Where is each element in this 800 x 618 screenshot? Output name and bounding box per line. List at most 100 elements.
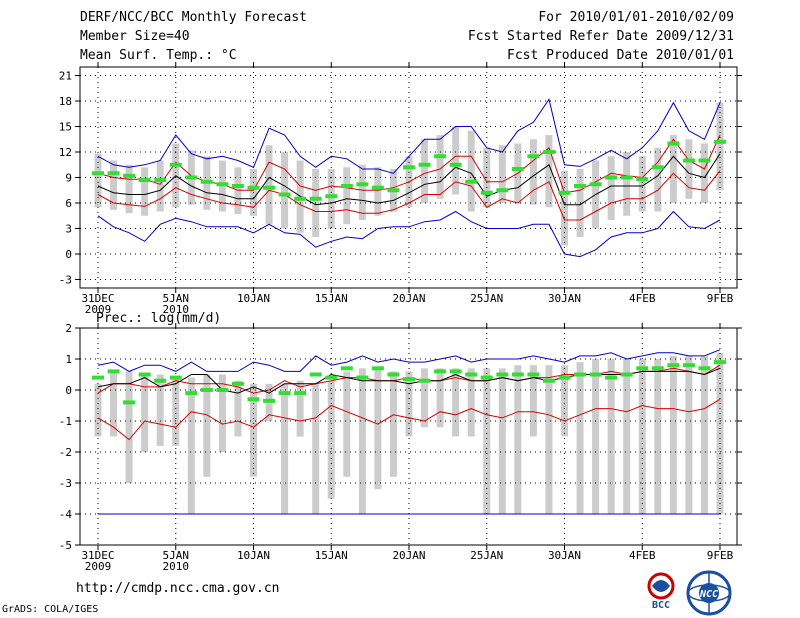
precipitation-ensemble-box — [685, 355, 693, 514]
precipitation-ensemble-box — [561, 365, 568, 437]
precipitation-ensemble-box — [607, 359, 615, 514]
precipitation-ensemble-box — [250, 383, 257, 477]
temperature-ensemble-box — [545, 135, 553, 208]
temperature-x-tick-label: 20JAN — [392, 292, 425, 305]
temperature-ensemble-box — [94, 153, 102, 208]
precipitation-ensemble-box — [110, 371, 118, 437]
variable-label: Mean Surf. Temp.: °C — [80, 48, 237, 63]
temperature-ensemble-box — [467, 130, 475, 212]
temperature-lower-line — [97, 170, 721, 221]
temperature-x-tick-label: 4FEB — [629, 292, 656, 305]
temperature-x-tick-label: 10JAN — [237, 292, 270, 305]
precipitation-ensemble-box — [623, 359, 631, 514]
website-url[interactable]: http://cmdp.ncc.cma.gov.cn — [76, 581, 280, 596]
precipitation-x-tick-label: 4FEB — [629, 549, 656, 562]
temperature-x-tick-label: 15JAN — [315, 292, 348, 305]
temperature-x-tick-sublabel: 2010 — [163, 303, 190, 316]
precipitation-max-line — [97, 349, 721, 372]
precipitation-ensemble-box — [281, 383, 289, 514]
precipitation-ensemble-box — [343, 371, 351, 477]
precipitation-y-tick-label: -2 — [59, 446, 72, 459]
precipitation-ensemble-box — [296, 380, 304, 437]
precipitation-x-tick-label: 25JAN — [470, 549, 503, 562]
temperature-ensemble-box — [716, 102, 724, 191]
temperature-y-tick-label: 18 — [59, 95, 72, 108]
precipitation-x-tick-label: 31DEC — [81, 549, 114, 562]
precipitation-ensemble-box — [94, 383, 102, 437]
precipitation-ensemble-box — [483, 368, 491, 514]
bcc-logo-text: BCC — [652, 600, 670, 611]
precipitation-ensemble-box — [452, 368, 460, 437]
temperature-ensemble-box — [436, 135, 444, 199]
temperature-y-tick-label: 3 — [65, 223, 72, 236]
temperature-max-line — [97, 98, 721, 174]
temperature-mean-line — [97, 153, 721, 206]
precip-panel-title: Prec.: log(mm/d) — [96, 311, 221, 326]
temperature-ensemble-box — [141, 167, 149, 216]
temperature-y-tick-label: 9 — [65, 172, 72, 185]
precipitation-x-tick-label: 5JAN — [163, 549, 190, 562]
precipitation-ensemble-box — [638, 359, 646, 514]
temperature-ensemble-box — [327, 169, 335, 229]
precipitation-y-tick-label: 0 — [65, 384, 72, 397]
precipitation-ensemble-box — [592, 359, 600, 514]
temperature-ensemble-box — [265, 145, 273, 225]
precipitation-ensemble-box — [187, 377, 195, 514]
precipitation-ensemble-box — [669, 355, 677, 514]
precipitation-x-tick-label: 15JAN — [315, 549, 348, 562]
precipitation-x-tick-label: 30JAN — [548, 549, 581, 562]
precipitation-ensemble-box — [436, 368, 444, 428]
produced-date: Fcst Produced Date 2010/01/01 — [507, 48, 734, 63]
precipitation-x-tick-sublabel: 2010 — [163, 560, 190, 573]
precipitation-ensemble-box — [156, 374, 164, 446]
temperature-y-tick-label: -3 — [59, 274, 72, 287]
grads-credit: GrADS: COLA/IGES — [2, 604, 99, 615]
precipitation-ensemble-box — [545, 365, 553, 514]
temperature-ensemble-box — [654, 147, 662, 212]
temperature-y-tick-label: 21 — [59, 70, 72, 83]
precipitation-ensemble-box — [498, 368, 506, 514]
temperature-x-tick-label: 31DEC — [81, 292, 114, 305]
ncc-logo: NCC — [686, 570, 732, 616]
precipitation-ensemble-box — [374, 368, 382, 490]
temperature-ensemble-box — [343, 167, 351, 225]
temperature-ensemble-box — [607, 156, 615, 220]
temperature-ensemble-box — [156, 160, 164, 212]
precipitation-mean-line — [97, 367, 721, 394]
temperature-ensemble-box — [685, 139, 693, 199]
precipitation-ensemble-box — [141, 374, 149, 452]
precipitation-x-tick-label: 20JAN — [392, 549, 425, 562]
temperature-x-tick-label: 5JAN — [163, 292, 190, 305]
precipitation-x-tick-label: 10JAN — [237, 549, 270, 562]
precipitation-ensemble-box — [218, 374, 226, 452]
temperature-x-tick-label: 9FEB — [707, 292, 734, 305]
precipitation-y-tick-label: -4 — [59, 508, 73, 521]
precipitation-ensemble-box — [389, 371, 397, 477]
precipitation-x-tick-label: 9FEB — [707, 549, 734, 562]
precipitation-y-tick-label: 1 — [65, 353, 72, 366]
precipitation-ensemble-box — [654, 359, 662, 514]
temperature-ensemble-box — [110, 160, 118, 210]
precipitation-ensemble-box — [576, 362, 584, 514]
temperature-ensemble-box — [623, 152, 631, 216]
precipitation-ensemble-box — [358, 368, 366, 514]
temperature-ensemble-box — [358, 164, 366, 220]
temperature-x-tick-label: 25JAN — [470, 292, 503, 305]
temperature-ensemble-box — [638, 156, 646, 212]
temperature-ensemble-box — [281, 152, 289, 229]
temperature-ensemble-box — [374, 167, 382, 216]
temperature-ensemble-box — [452, 126, 460, 195]
precipitation-ensemble-box — [529, 365, 537, 437]
precipitation-y-tick-label: 2 — [65, 322, 72, 335]
precipitation-ensemble-box — [700, 355, 708, 514]
chart-title: DERF/NCC/BCC Monthly Forecast — [80, 10, 307, 25]
precipitation-ensemble-box — [234, 380, 242, 437]
temperature-ensemble-box — [529, 139, 537, 205]
precipitation-ensemble-box — [125, 371, 133, 483]
precipitation-x-tick-sublabel: 2009 — [85, 560, 112, 573]
forecast-period: For 2010/01/01-2010/02/09 — [538, 10, 734, 25]
precipitation-y-tick-label: -5 — [59, 539, 72, 552]
precipitation-ensemble-box — [421, 368, 429, 428]
ncc-logo-text: NCC — [699, 589, 718, 600]
